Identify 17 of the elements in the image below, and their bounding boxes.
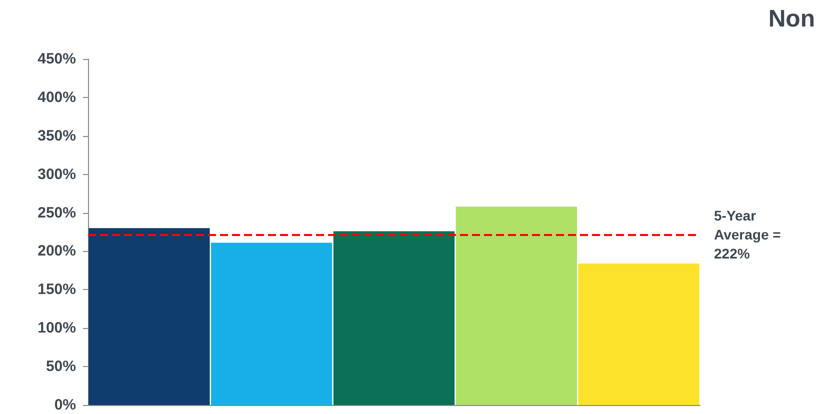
- y-tick-label: 350%: [38, 127, 76, 144]
- y-tick-label: 300%: [38, 166, 76, 183]
- bar: [88, 228, 210, 405]
- bar: [333, 231, 455, 405]
- y-tick-label: 150%: [38, 281, 76, 298]
- y-tick-label: 450%: [38, 50, 76, 68]
- bar: [456, 206, 577, 405]
- text: Non: [768, 6, 816, 32]
- bar: [578, 264, 700, 405]
- ref-line-label: 5-Year Average = 222%: [714, 207, 785, 262]
- bar: [211, 242, 332, 405]
- y-tick-label: 400%: [38, 88, 76, 106]
- y-tick-label: 200%: [38, 242, 76, 260]
- y-tick-label: 100%: [38, 320, 76, 337]
- y-tick-label: 50%: [46, 358, 76, 376]
- y-tick-label: 250%: [38, 204, 76, 222]
- y-tick-label: 0%: [54, 396, 76, 414]
